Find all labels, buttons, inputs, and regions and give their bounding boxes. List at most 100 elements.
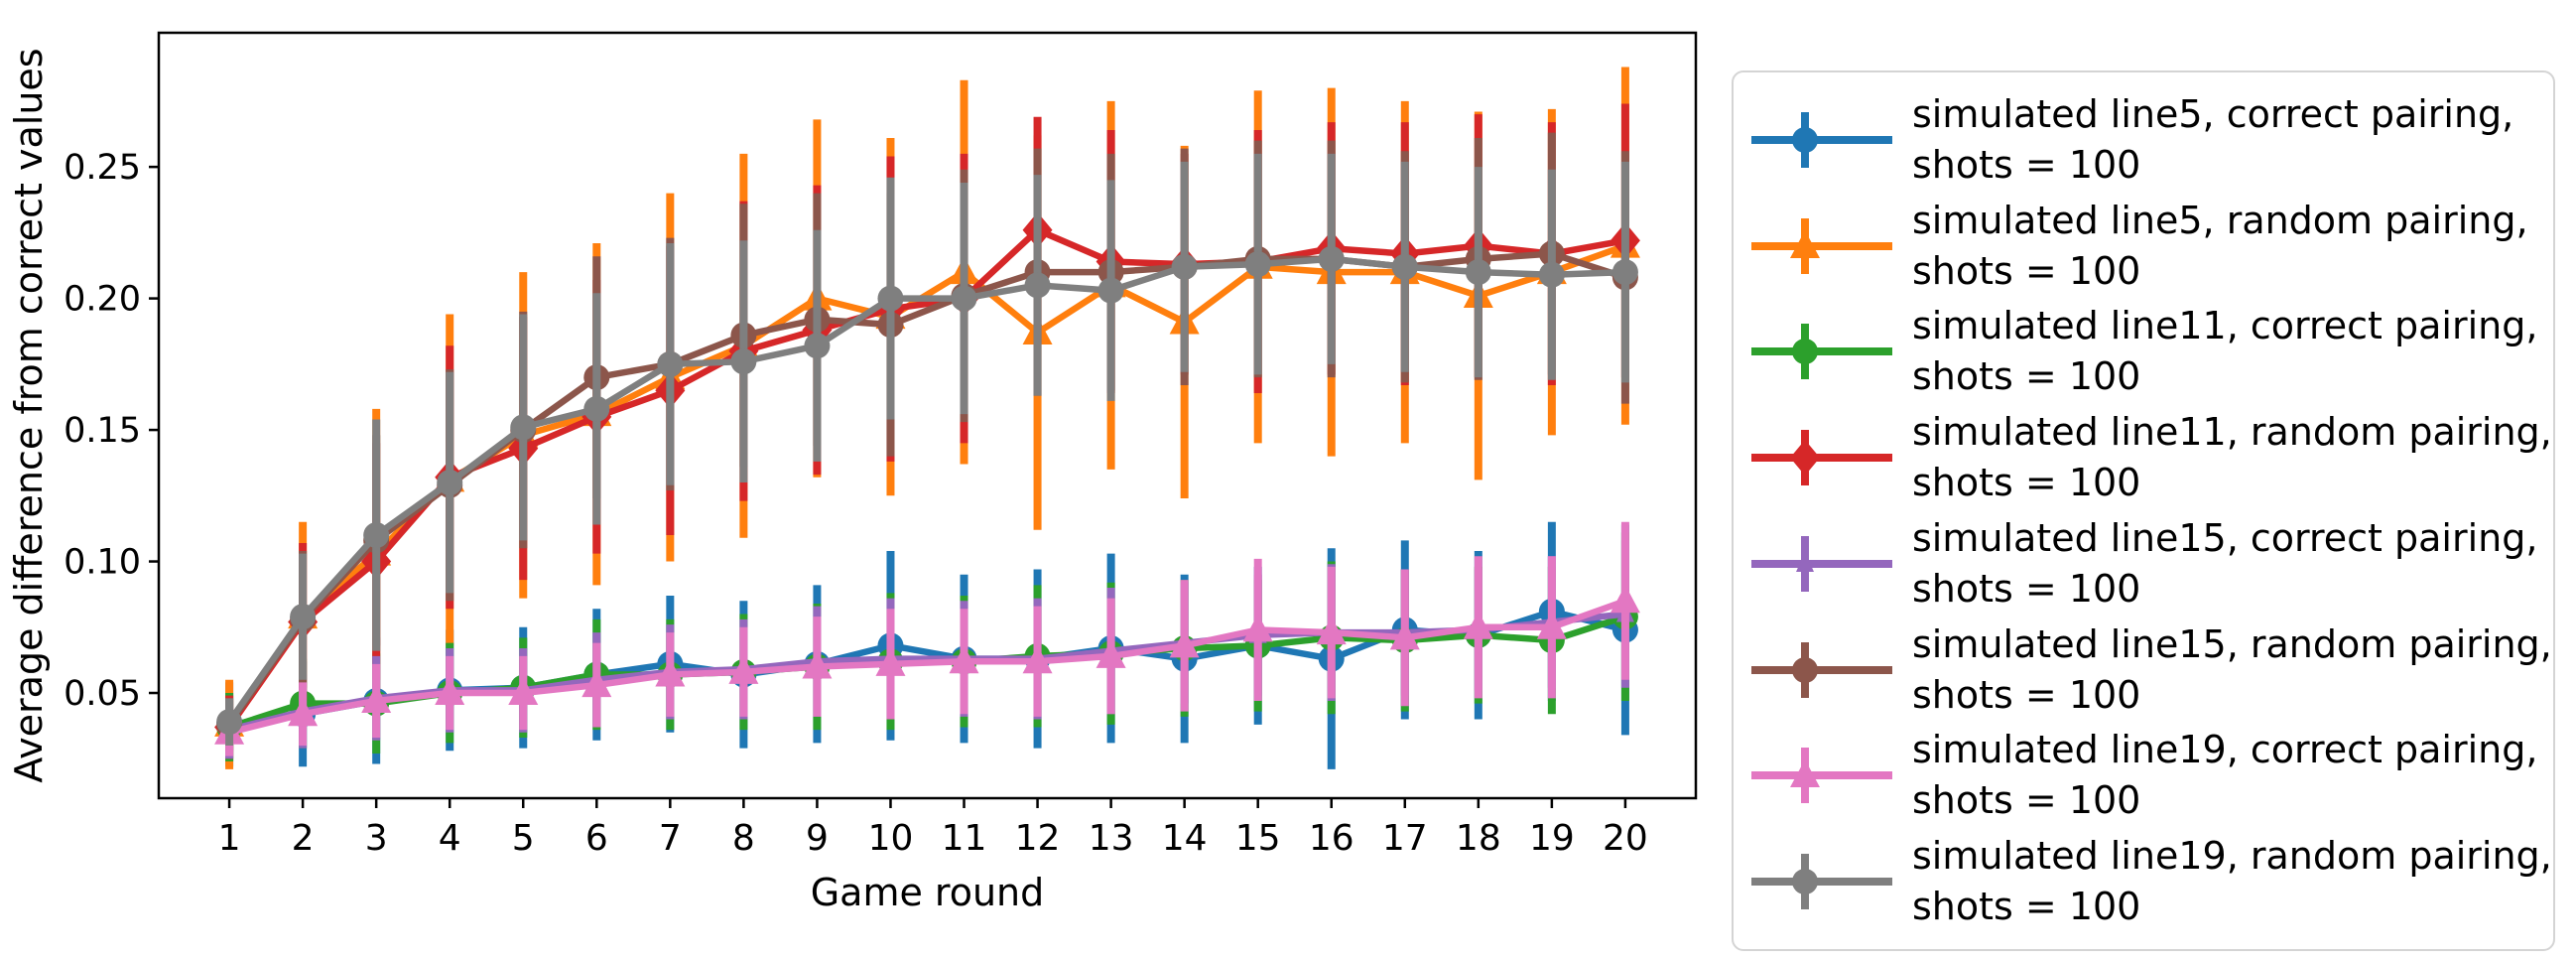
- x-tick-label: 1: [218, 818, 241, 859]
- x-tick-label: 5: [512, 818, 535, 859]
- series-circle: [216, 521, 1638, 769]
- series-line: [225, 611, 1629, 734]
- data-point-marker: [1538, 261, 1565, 288]
- data-point-marker: [288, 698, 319, 727]
- legend-item-label: simulated line19, random pairing, shots =…: [1912, 833, 2552, 928]
- x-tick-label: 6: [585, 818, 608, 859]
- x-tick-label: 12: [1015, 818, 1061, 859]
- data-point-marker: [508, 677, 539, 706]
- legend-item-label: simulated line5, random pairing, shots = …: [1912, 198, 2528, 293]
- data-point-marker: [802, 650, 833, 679]
- x-tick-label: 9: [806, 818, 829, 859]
- data-point-marker: [1171, 253, 1198, 280]
- x-tick-label: 13: [1089, 818, 1134, 859]
- data-point-marker: [437, 470, 463, 496]
- y-axis-label: Average difference from correct values: [7, 48, 51, 782]
- legend-marker-icon: [1751, 430, 1892, 486]
- legend-item: simulated line11, random pairing, shots =…: [1747, 406, 2552, 509]
- data-point-marker: [949, 645, 979, 674]
- x-tick-label: 14: [1162, 818, 1208, 859]
- data-point-marker: [1792, 339, 1818, 365]
- data-point-marker: [1316, 617, 1347, 645]
- x-tick-label: 7: [659, 818, 682, 859]
- legend-item: simulated line19, correct pairing, shots …: [1747, 724, 2543, 827]
- data-point-marker: [875, 647, 906, 676]
- legend-marker-icon: [1751, 535, 1892, 592]
- data-point-marker: [1318, 245, 1345, 272]
- x-tick-label: 17: [1382, 818, 1428, 859]
- data-point-marker: [655, 658, 686, 687]
- data-point-marker: [290, 604, 317, 630]
- data-point-marker: [1611, 259, 1638, 286]
- data-point-marker: [581, 669, 612, 698]
- data-point-marker: [1242, 614, 1273, 642]
- data-point-marker: [583, 395, 610, 422]
- data-point-marker: [1169, 629, 1200, 658]
- data-point-marker: [951, 285, 977, 312]
- series-line: [225, 598, 1629, 737]
- data-point-marker: [877, 285, 904, 312]
- data-point-marker: [804, 333, 831, 359]
- legend-marker-icon: [1751, 853, 1892, 909]
- data-point-marker: [1790, 759, 1820, 788]
- x-tick-label: 4: [439, 818, 461, 859]
- x-tick-label: 8: [732, 818, 755, 859]
- data-point-marker: [216, 709, 243, 736]
- legend-marker-icon: [1751, 641, 1892, 698]
- data-point-marker: [730, 348, 757, 375]
- x-tick-label: 2: [292, 818, 315, 859]
- x-tick-label: 18: [1456, 818, 1501, 859]
- data-point-marker: [728, 655, 759, 684]
- data-point-marker: [361, 684, 392, 713]
- data-point-marker: [1097, 277, 1124, 304]
- plot-frame: [157, 31, 1698, 800]
- legend-item: simulated line5, correct pairing, shots =…: [1747, 88, 2543, 192]
- legend-item-label: simulated line5, correct pairing, shots =…: [1912, 92, 2514, 187]
- legend-item-label: simulated line11, correct pairing, shots …: [1912, 304, 2538, 399]
- x-tick-label: 11: [942, 818, 987, 859]
- data-point-marker: [1244, 251, 1271, 278]
- legend-item: simulated line11, correct pairing, shots …: [1747, 300, 2543, 403]
- y-tick-label: 0.10: [64, 543, 141, 583]
- legend-marker-icon: [1751, 217, 1892, 274]
- x-axis-label: Game round: [811, 871, 1045, 914]
- legend-marker-icon: [1751, 112, 1892, 168]
- data-point-marker: [1796, 547, 1814, 580]
- series-triangle: [214, 521, 1640, 756]
- legend-marker-icon: [1751, 748, 1892, 804]
- data-point-marker: [657, 350, 684, 377]
- legend-item-label: simulated line11, random pairing, shots =…: [1912, 410, 2552, 505]
- y-tick-label: 0.25: [64, 148, 141, 188]
- legend-marker-icon: [1751, 324, 1892, 380]
- data-point-marker: [1022, 645, 1053, 674]
- x-tick-label: 16: [1309, 818, 1354, 859]
- legend-item-label: simulated line15, random pairing, shots =…: [1912, 621, 2552, 717]
- data-point-marker: [1610, 585, 1640, 614]
- data-point-marker: [1389, 621, 1420, 650]
- data-point-marker: [1790, 229, 1820, 258]
- data-point-marker: [1463, 611, 1493, 639]
- legend-item: simulated line15, random pairing, shots =…: [1747, 618, 2552, 722]
- y-tick-label: 0.05: [64, 674, 141, 714]
- legend-item: simulated line5, random pairing, shots = …: [1747, 195, 2543, 298]
- legend-item-label: simulated line15, correct pairing, shots …: [1912, 515, 2538, 611]
- y-tick-label: 0.15: [64, 411, 141, 451]
- data-point-marker: [1024, 272, 1051, 299]
- data-point-marker: [1792, 868, 1818, 894]
- y-tick-label: 0.20: [64, 280, 141, 320]
- data-point-marker: [1790, 440, 1820, 477]
- series-circle: [216, 532, 1638, 761]
- data-point-marker: [1792, 127, 1818, 153]
- data-point-marker: [363, 522, 390, 549]
- data-point-marker: [1095, 639, 1126, 668]
- x-tick-label: 15: [1235, 818, 1281, 859]
- legend-item-label: simulated line19, correct pairing, shots …: [1912, 728, 2538, 823]
- legend-item: simulated line15, correct pairing, shots …: [1747, 512, 2543, 616]
- data-point-marker: [510, 414, 537, 441]
- x-tick-label: 3: [365, 818, 388, 859]
- x-tick-label: 19: [1529, 818, 1575, 859]
- x-tick-label: 20: [1603, 818, 1648, 859]
- x-tick-label: 10: [868, 818, 914, 859]
